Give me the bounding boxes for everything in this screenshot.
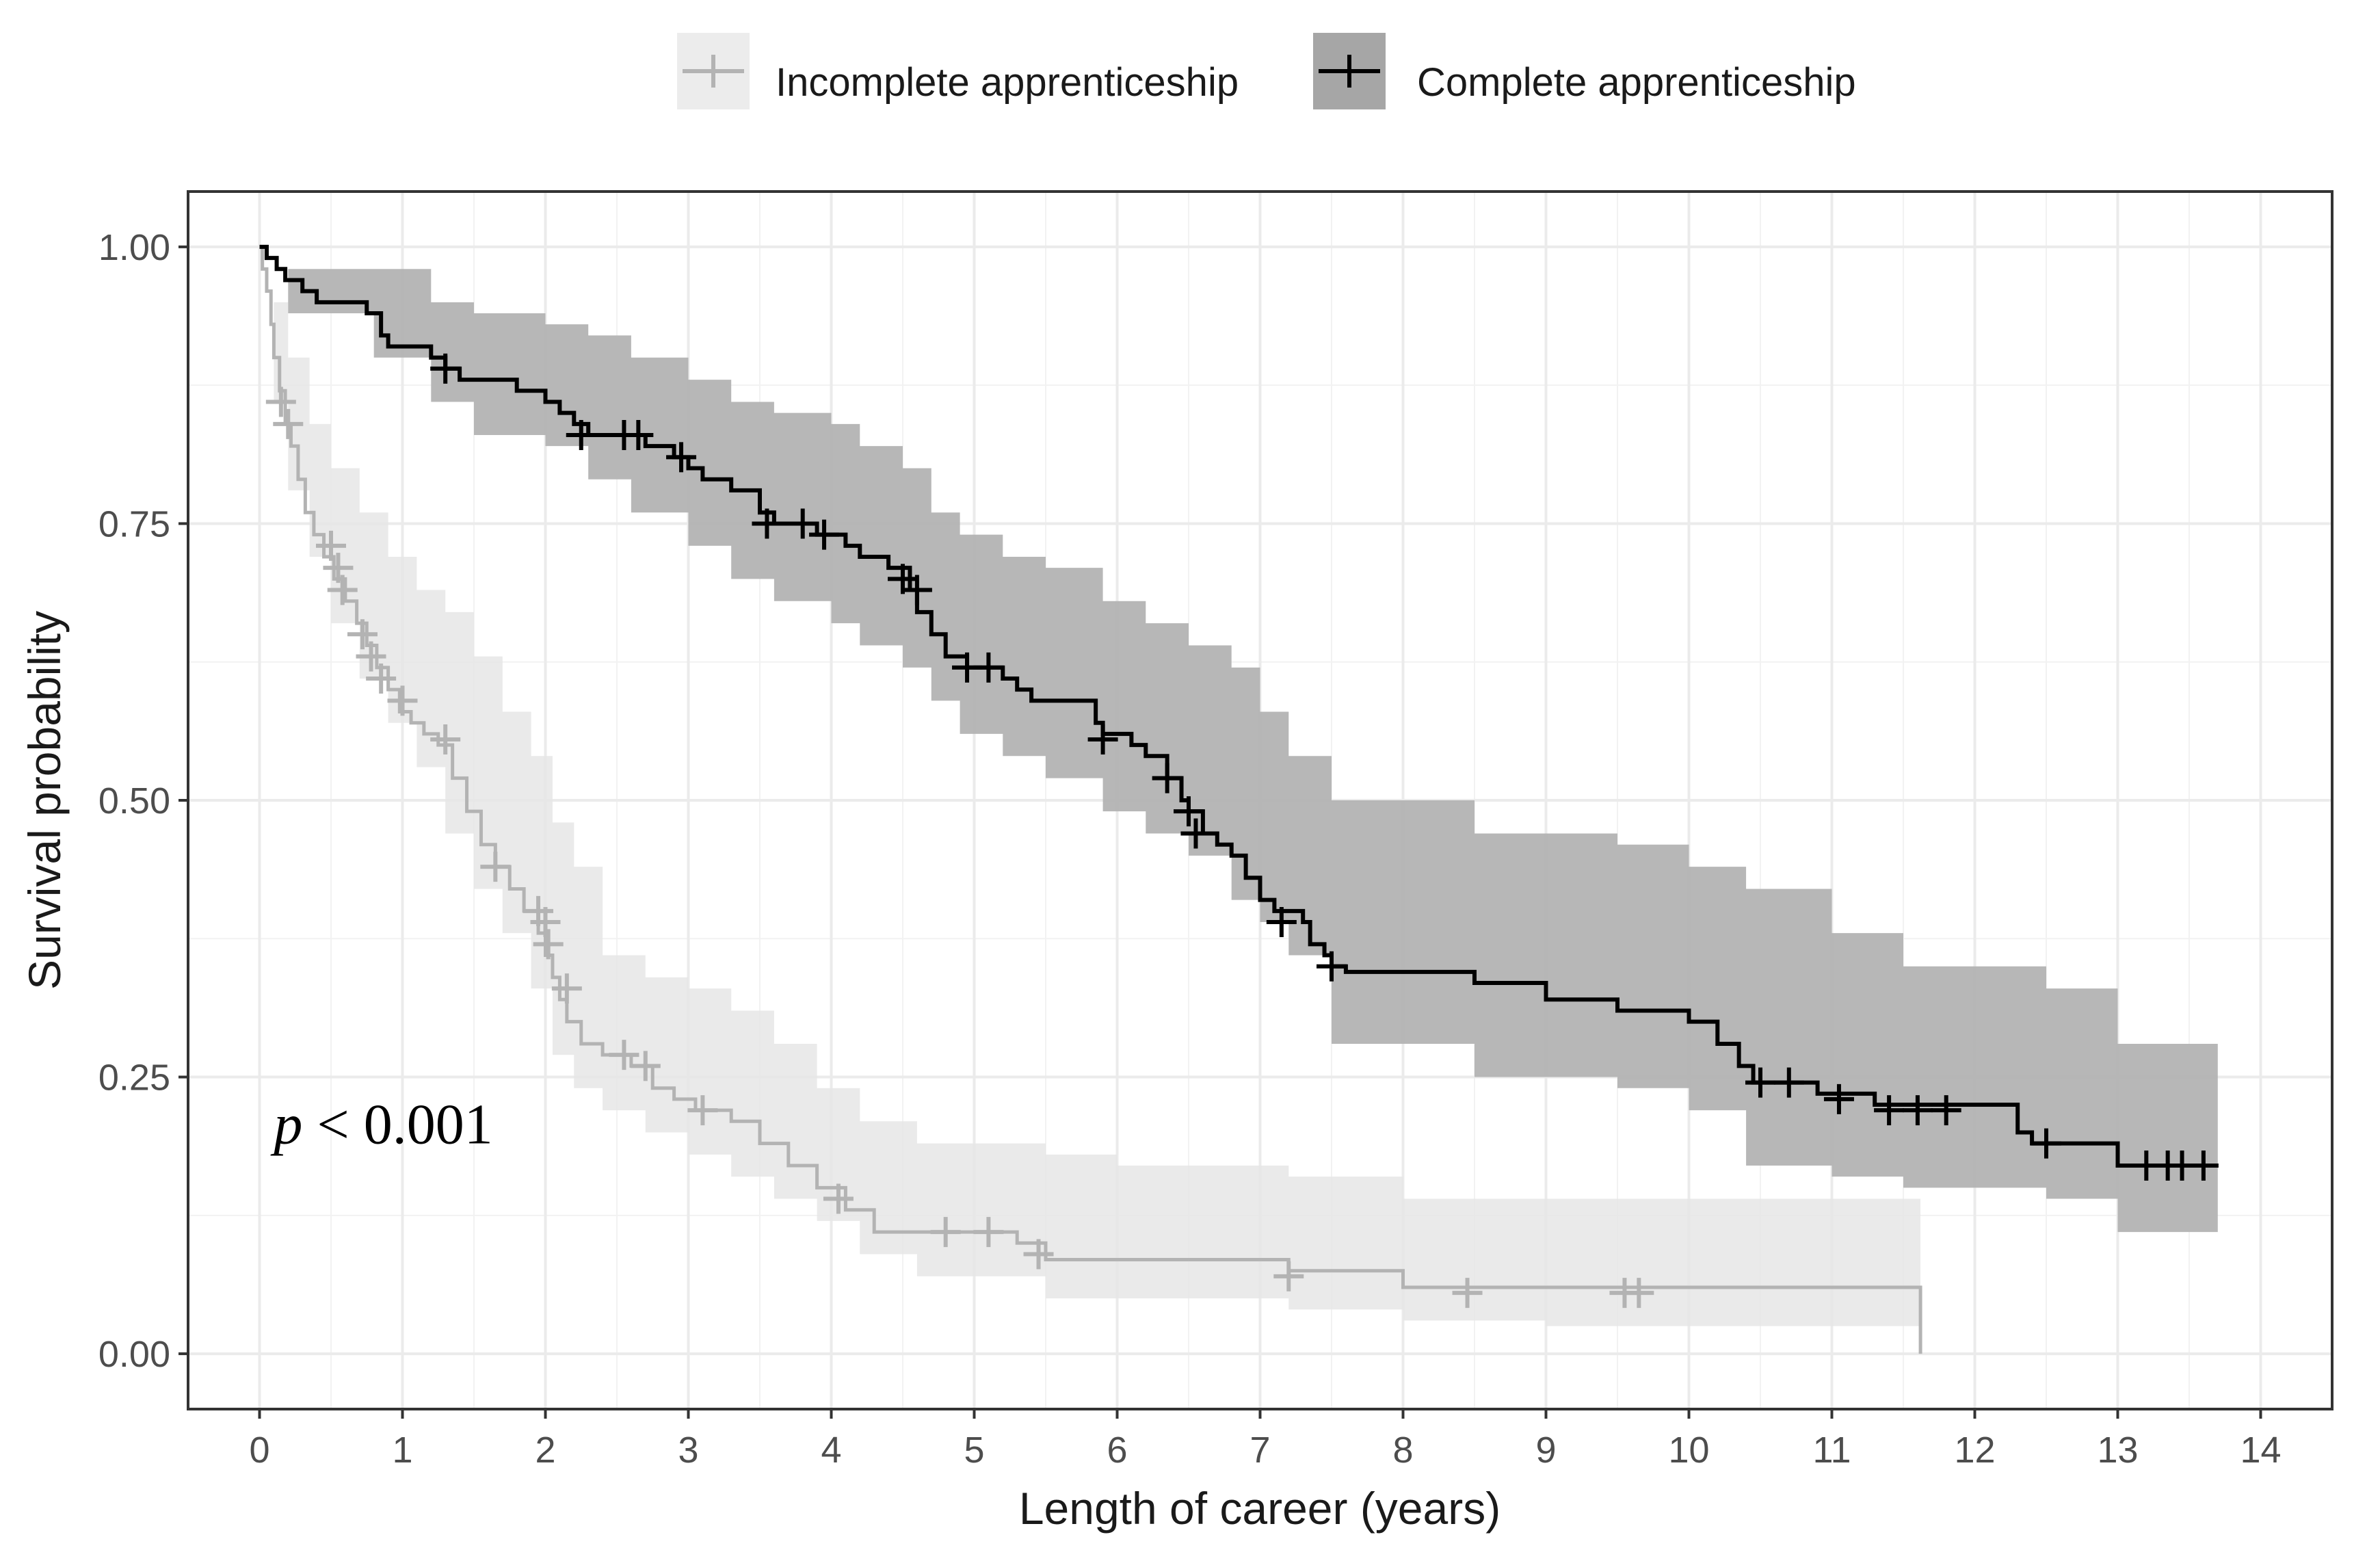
- censor-mark-incomplete: [687, 1095, 718, 1126]
- legend: Incomplete apprenticeship Complete appre…: [677, 33, 1856, 109]
- p-value-annotation: p < 0.001: [270, 1093, 492, 1157]
- censor-mark-complete: [752, 508, 782, 539]
- x-tick-label: 3: [678, 1430, 698, 1471]
- censor-mark-complete: [1874, 1095, 1905, 1126]
- censor-mark-complete: [623, 420, 654, 450]
- y-axis-title: Survival probability: [19, 611, 70, 990]
- censor-mark-incomplete: [533, 929, 564, 960]
- censor-mark-incomplete: [480, 852, 511, 882]
- x-tick-label: 10: [1668, 1430, 1709, 1471]
- legend-label-incomplete: Incomplete apprenticeship: [776, 60, 1239, 105]
- x-tick-label: 4: [821, 1430, 841, 1471]
- censor-mark-incomplete: [265, 386, 296, 417]
- censor-mark-complete: [1745, 1067, 1775, 1098]
- confidence-band-incomplete: [259, 246, 1921, 1326]
- confidence-band-complete: [259, 246, 2218, 1233]
- censor-mark-incomplete: [316, 530, 346, 561]
- x-tick-label: 14: [2240, 1430, 2281, 1471]
- censor-mark-incomplete: [1273, 1261, 1304, 1291]
- censor-mark-complete: [1931, 1095, 1961, 1126]
- censor-mark-complete: [566, 420, 596, 450]
- censor-mark-complete: [1773, 1067, 1804, 1098]
- censor-mark-complete: [1266, 907, 1297, 937]
- censor-mark-incomplete: [366, 664, 397, 694]
- y-tick-label: 0.00: [98, 1334, 170, 1375]
- x-tick-label: 8: [1392, 1430, 1413, 1471]
- censor-mark-complete: [1902, 1095, 1933, 1126]
- y-tick-label: 1.00: [98, 227, 170, 268]
- survival-line-complete: [259, 244, 2218, 1168]
- censor-mark-incomplete: [930, 1217, 961, 1248]
- censor-mark-complete: [1152, 763, 1182, 793]
- censor-mark-complete: [2031, 1128, 2061, 1159]
- censor-marks: [265, 353, 2219, 1309]
- censor-mark-incomplete: [551, 973, 582, 1004]
- x-tick-label: 11: [1812, 1430, 1851, 1471]
- x-tick-label: 1: [392, 1430, 412, 1471]
- censor-mark-incomplete: [387, 685, 418, 716]
- y-tick-label: 0.25: [98, 1058, 170, 1099]
- censor-mark-incomplete: [1624, 1278, 1654, 1309]
- censor-mark-incomplete: [973, 1217, 1004, 1248]
- censor-mark-incomplete: [273, 408, 304, 439]
- censor-mark-incomplete: [1023, 1239, 1054, 1270]
- x-tick-label: 2: [535, 1430, 555, 1471]
- censor-mark-complete: [901, 575, 932, 605]
- censor-mark-complete: [1087, 724, 1118, 754]
- censor-mark-complete: [1317, 951, 1347, 982]
- censor-mark-incomplete: [1452, 1278, 1483, 1309]
- censor-mark-complete: [2188, 1151, 2219, 1181]
- censor-mark-incomplete: [430, 724, 461, 754]
- x-tick-label: 7: [1250, 1430, 1270, 1471]
- censor-mark-complete: [666, 442, 697, 473]
- x-tick-label: 0: [249, 1430, 269, 1471]
- censor-mark-complete: [787, 508, 818, 539]
- censor-mark-complete: [1823, 1083, 1854, 1114]
- x-tick-label: 5: [964, 1430, 984, 1471]
- censor-mark-complete: [1174, 796, 1204, 827]
- censor-mark-incomplete: [609, 1040, 639, 1070]
- survival-line-incomplete: [259, 245, 1922, 1354]
- x-tick-label: 9: [1535, 1430, 1556, 1471]
- p-value-text: < 0.001: [302, 1093, 492, 1157]
- x-tick-label: 6: [1107, 1430, 1127, 1471]
- censor-mark-incomplete: [323, 553, 354, 583]
- censor-mark-incomplete: [356, 641, 386, 672]
- y-tick-label: 0.50: [98, 780, 170, 822]
- censor-mark-complete: [809, 519, 840, 550]
- censor-mark-incomplete: [630, 1051, 661, 1081]
- x-axis-ticks: 0 1 2 3 4 5 6 7 8 9 10 11 12 13 14: [249, 1409, 2282, 1471]
- p-value-prefix: p: [270, 1093, 302, 1157]
- y-axis-ticks: 0.00 0.25 0.50 0.75 1.00: [98, 227, 188, 1375]
- censor-mark-incomplete: [823, 1183, 854, 1214]
- legend-label-complete: Complete apprenticeship: [1417, 60, 1856, 105]
- x-axis-title: Length of career (years): [1019, 1483, 1500, 1534]
- confidence-bands: [259, 246, 2218, 1326]
- censor-mark-incomplete: [327, 575, 358, 605]
- x-tick-label: 12: [1954, 1430, 1995, 1471]
- y-tick-label: 0.75: [98, 503, 170, 544]
- survival-lines: [259, 244, 2218, 1354]
- censor-mark-complete: [430, 353, 461, 384]
- censor-mark-complete: [1180, 818, 1211, 849]
- x-tick-label: 13: [2097, 1430, 2138, 1471]
- censor-mark-complete: [973, 652, 1004, 683]
- censor-mark-incomplete: [347, 619, 378, 650]
- censor-mark-incomplete: [530, 907, 561, 937]
